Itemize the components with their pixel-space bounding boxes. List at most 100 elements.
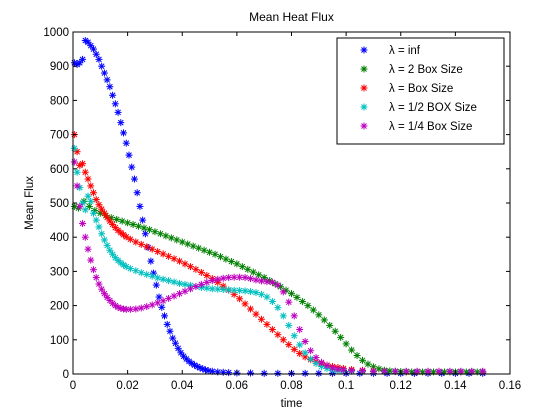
data-point [290,345,298,353]
data-point [318,362,326,370]
data-point [84,192,92,200]
data-point [92,50,100,58]
data-point [165,294,173,302]
data-point [92,274,100,282]
data-point [89,45,97,53]
data-point [137,240,145,248]
data-point [353,352,361,360]
data-point [296,341,304,349]
data-point [301,353,309,361]
data-point [166,327,174,335]
data-point [296,349,304,357]
data-point [208,367,216,375]
legend-item: λ = 1/4 Box Size [360,121,472,133]
data-point [76,161,84,169]
data-point [117,119,125,127]
data-point [192,265,200,273]
data-point [247,288,255,296]
data-point [79,220,87,228]
data-point [337,333,345,341]
data-point [135,222,143,230]
data-point [342,340,350,348]
data-point [195,244,203,252]
legend-label: λ = inf [389,45,421,57]
legend-item: λ = Box Size [360,83,453,95]
data-point [176,290,184,298]
data-point [139,216,147,224]
data-point [288,290,295,298]
data-point [257,290,265,298]
data-point [260,369,268,377]
data-point [279,336,287,344]
data-point [323,361,331,369]
series-5 [70,158,487,375]
data-point [89,189,97,197]
data-point [159,250,167,258]
data-point [375,365,383,373]
data-point [263,293,271,301]
data-point [152,281,160,289]
data-point [170,278,178,286]
data-point [285,341,293,349]
data-point [208,277,216,285]
y-tick-label: 600 [50,164,69,176]
data-point [95,223,103,231]
legend-label: λ = Box Size [389,83,453,95]
data-point [320,316,328,324]
data-point [236,295,244,303]
data-point [137,269,145,277]
x-axis-label: time [281,398,303,410]
data-point [73,182,81,190]
data-point [92,216,100,224]
data-point [100,69,108,77]
data-point [348,346,356,354]
data-point [173,236,181,244]
data-point [98,205,106,213]
data-point [84,175,92,183]
data-point [225,274,233,282]
data-point [165,277,173,285]
data-point [176,279,184,287]
data-point [359,356,367,364]
data-point [167,234,175,242]
data-point [219,274,227,282]
data-point [203,278,211,286]
data-point [147,257,155,265]
data-point [301,338,309,346]
data-point [307,355,315,363]
data-point [197,268,205,276]
data-point [247,275,255,283]
data-point [331,327,339,335]
data-point [230,290,238,298]
data-point [193,362,201,370]
data-point [274,369,282,377]
data-point [189,242,197,250]
data-point [143,243,151,251]
y-tick-label: 200 [50,301,69,313]
data-point [145,226,153,234]
data-point [130,175,138,183]
data-point [106,246,114,254]
data-point [328,364,336,372]
data-point [247,305,255,313]
x-tick-label: 0.02 [116,380,138,392]
data-point [76,202,84,210]
data-point [318,358,326,366]
ticks-layer: 0 0.02 0.04 0.06 0.08 0.1 0.12 0.14 0.16 0 100 200 3… [43,27,521,392]
data-point [268,326,276,334]
data-point [290,332,298,340]
data-point [163,320,171,328]
data-point [100,236,108,244]
data-point [124,219,132,227]
data-point [225,369,233,377]
data-point [125,151,133,159]
legend-marker [360,46,368,54]
data-point [339,366,347,374]
data-point [129,221,137,229]
data-point [348,367,356,375]
x-tick-label: 0.12 [390,380,412,392]
data-point [176,257,184,265]
legend-item: λ = 2 Box Size [360,64,463,76]
